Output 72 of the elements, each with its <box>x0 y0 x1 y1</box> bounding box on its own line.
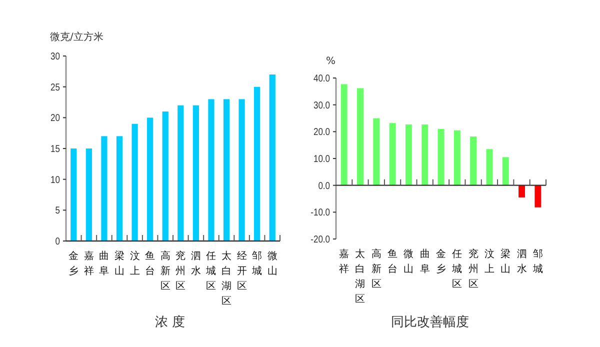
bar <box>192 105 199 241</box>
x-tick-label: 泗水 <box>190 250 201 277</box>
x-tick-label: 泗水 <box>516 248 527 275</box>
y-tick-label: 20 <box>50 112 60 124</box>
bar <box>116 136 123 241</box>
x-tick-label: 汶上 <box>484 248 494 275</box>
x-tick-label: 汶上 <box>130 250 140 277</box>
y-tick-label: 0.0 <box>318 180 330 191</box>
y-tick-label: 30.0 <box>313 100 330 110</box>
x-tick-label: 任城区 <box>451 249 462 290</box>
y-tick-label: 0 <box>55 236 60 247</box>
x-tick-label: 鱼台 <box>145 250 156 277</box>
y-tick-label: 25 <box>50 82 60 92</box>
y-axis-title: % <box>326 56 336 67</box>
bar <box>486 149 493 186</box>
x-tick-label: 嘉祥 <box>339 248 350 275</box>
bar <box>518 185 525 198</box>
bar <box>389 123 396 186</box>
bar <box>162 112 168 241</box>
bar <box>132 124 138 241</box>
x-tick-label: 微山 <box>267 251 278 277</box>
bar <box>86 148 92 241</box>
x-tick-label: 邹城 <box>251 250 262 277</box>
x-tick-label: 鱼台 <box>388 248 398 275</box>
bar <box>454 130 460 186</box>
bar <box>70 148 77 241</box>
x-tick-label: 太白湖区 <box>355 248 366 305</box>
bar <box>438 128 444 186</box>
x-tick-label: 邹城 <box>532 248 543 275</box>
y-tick-label: 10 <box>50 174 60 185</box>
bar <box>340 84 348 186</box>
bar <box>470 136 477 186</box>
x-tick-label: 兖州区 <box>176 250 186 292</box>
y-tick-label: 30 <box>50 50 60 62</box>
bar <box>405 124 412 186</box>
x-tick-label: 梁山 <box>114 250 124 277</box>
y-tick-label: 5 <box>55 205 60 216</box>
x-tick-label: 高新区 <box>371 248 382 290</box>
x-axis-title: 浓 度 <box>154 314 186 330</box>
bar <box>223 99 230 241</box>
x-tick-label: 金乡 <box>436 248 446 275</box>
x-tick-label: 金乡 <box>68 250 79 277</box>
bar <box>254 86 260 241</box>
x-tick-label: 嘉祥 <box>84 250 94 277</box>
x-axis-title: 同比改善幅度 <box>391 314 469 330</box>
bar <box>178 105 184 241</box>
x-tick-label: 曲阜 <box>420 248 430 275</box>
bar <box>269 74 276 241</box>
bar <box>502 157 509 186</box>
y-tick-label: -10.0 <box>310 207 330 218</box>
bar <box>208 99 214 241</box>
bar <box>422 124 428 186</box>
bar <box>373 118 380 186</box>
x-tick-label: 曲阜 <box>99 250 110 277</box>
bar <box>238 99 245 241</box>
y-tick-label: 10.0 <box>313 153 330 164</box>
y-tick-label: 40.0 <box>313 72 330 84</box>
x-tick-label: 高新区 <box>160 250 170 292</box>
y-tick-label: 20.0 <box>313 126 330 138</box>
bar <box>101 136 108 241</box>
y-tick-label: 15 <box>50 143 60 154</box>
x-tick-label: 兖州区 <box>468 248 478 290</box>
y-tick-label: -20.0 <box>310 234 330 245</box>
x-tick-label: 太白湖区 <box>222 250 232 307</box>
bar <box>534 185 542 208</box>
x-tick-label: 经开区 <box>236 250 247 292</box>
bar <box>147 118 154 241</box>
x-tick-label: 微山 <box>404 249 414 275</box>
y-axis-title: 微克/立方米 <box>50 31 104 43</box>
x-tick-label: 梁山 <box>500 248 511 275</box>
bar <box>357 88 364 186</box>
x-tick-label: 任城区 <box>205 251 216 292</box>
